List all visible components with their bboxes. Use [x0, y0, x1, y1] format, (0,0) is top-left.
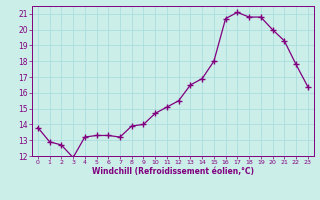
X-axis label: Windchill (Refroidissement éolien,°C): Windchill (Refroidissement éolien,°C) — [92, 167, 254, 176]
